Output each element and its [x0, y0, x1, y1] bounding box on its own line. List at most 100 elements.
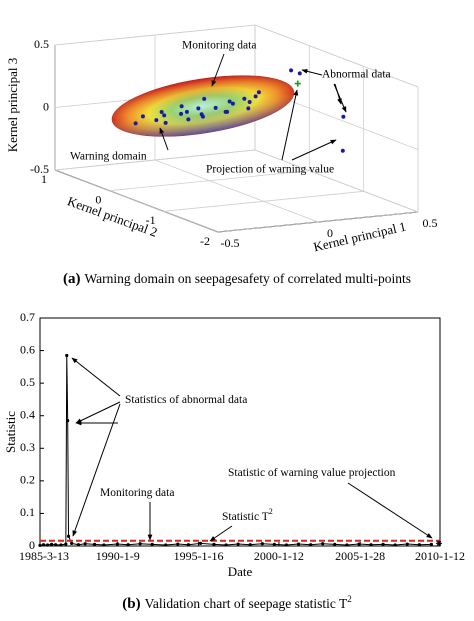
data-point	[321, 542, 325, 546]
y-axis-label: Statistic	[3, 411, 18, 453]
arrow	[347, 482, 433, 539]
data-point	[41, 543, 46, 547]
y-tick-label: 0.1	[20, 505, 35, 519]
data-point	[224, 543, 228, 547]
grid-line	[109, 45, 310, 192]
data-point	[236, 542, 240, 546]
arrow	[334, 83, 342, 105]
warning-domain-shade	[112, 75, 294, 137]
data-point	[150, 542, 154, 546]
data-point	[247, 99, 252, 104]
grid-line	[54, 25, 256, 171]
annotation: Monitoring data	[100, 487, 174, 499]
data-point	[297, 71, 302, 76]
data-point	[186, 543, 191, 547]
x-tick-label: 1985-3-13	[19, 549, 69, 563]
arrow	[209, 525, 233, 542]
annotation: Monitoring data	[182, 40, 256, 52]
data-point	[70, 541, 74, 545]
x-tick-label: 1990-1-9	[96, 549, 140, 563]
data-point	[381, 542, 385, 546]
arrow	[211, 53, 225, 87]
y-tick-label: -2	[200, 234, 210, 248]
x-tick-label: -0.5	[221, 236, 240, 250]
grid-line	[163, 66, 365, 212]
data-point	[213, 105, 218, 110]
x-axis-label: Kernel principal 1	[312, 219, 408, 255]
arrow	[281, 89, 299, 161]
data-point	[45, 543, 50, 547]
data-point	[66, 534, 71, 538]
y-tick-label: 0.7	[20, 310, 35, 324]
caption-text: Warning domain on seepagesafety of corre…	[84, 271, 411, 286]
annotation: Projection of warning value	[206, 164, 334, 176]
data-point	[179, 104, 184, 109]
data-point	[309, 543, 313, 547]
data-point	[140, 114, 145, 119]
arrow	[75, 401, 121, 424]
x-tick-label: 0	[327, 226, 333, 240]
data-point	[164, 543, 168, 547]
arrow	[72, 403, 121, 537]
data-point	[176, 542, 180, 546]
data-point	[223, 109, 228, 114]
y-tick-label: 0.4	[20, 407, 35, 421]
data-point	[357, 542, 361, 546]
data-point	[92, 542, 97, 546]
data-point	[184, 109, 189, 114]
caption: (b) Validation chart of seepage statistic…	[122, 594, 351, 612]
data-point	[198, 541, 203, 545]
annotation-text: Statistic T	[222, 511, 269, 523]
data-point	[227, 99, 232, 104]
data-point	[76, 543, 81, 547]
x-axis-label: Date	[228, 564, 253, 579]
asterisk-point	[435, 540, 442, 547]
y-tick-label: -1	[146, 213, 156, 227]
data-point	[417, 543, 421, 547]
data-point	[260, 542, 264, 546]
data-point	[159, 110, 164, 115]
data-point	[284, 543, 289, 547]
annotation-text: Statistic of warning value projection	[228, 467, 396, 479]
series-line	[39, 355, 432, 546]
annotation: Warning domain	[70, 151, 147, 163]
x-tick-label: 2010-1-12	[415, 549, 465, 563]
data-point	[49, 542, 54, 546]
grid-line	[217, 87, 419, 233]
annotation: Statistic T2	[222, 507, 273, 522]
data-point	[340, 148, 345, 153]
annotation-sup: 2	[269, 507, 273, 516]
data-point	[133, 121, 138, 126]
data-point	[405, 542, 409, 546]
projection-point	[294, 80, 301, 87]
y-tick-label: 0.5	[20, 375, 35, 389]
data-point	[65, 353, 69, 358]
arrow	[301, 68, 323, 76]
y-tick-label: 0.3	[20, 440, 35, 454]
data-point	[212, 542, 216, 546]
data-point	[429, 542, 434, 546]
caption-sup: 2	[347, 594, 352, 604]
data-point	[115, 542, 119, 546]
data-point	[253, 94, 258, 99]
data-point	[102, 543, 106, 547]
data-point	[345, 543, 349, 547]
data-point	[179, 111, 184, 116]
data-point	[393, 543, 397, 547]
y-tick-label: 0	[29, 538, 35, 552]
z-axis-label: Kernel principal 3	[5, 58, 20, 153]
y-tick-label: 1	[41, 172, 47, 186]
annotation-text: Monitoring data	[100, 487, 174, 499]
data-point	[138, 542, 142, 546]
y-tick-label: 0.2	[20, 473, 35, 487]
plot-frame	[39, 317, 441, 547]
data-point	[186, 117, 191, 122]
data-point	[296, 542, 301, 546]
y-tick-label: 0	[95, 192, 101, 206]
data-point	[289, 68, 294, 73]
data-point	[248, 543, 252, 547]
arrow	[159, 127, 169, 151]
data-point	[64, 542, 68, 546]
data-point	[38, 543, 42, 547]
data-point	[242, 96, 247, 101]
